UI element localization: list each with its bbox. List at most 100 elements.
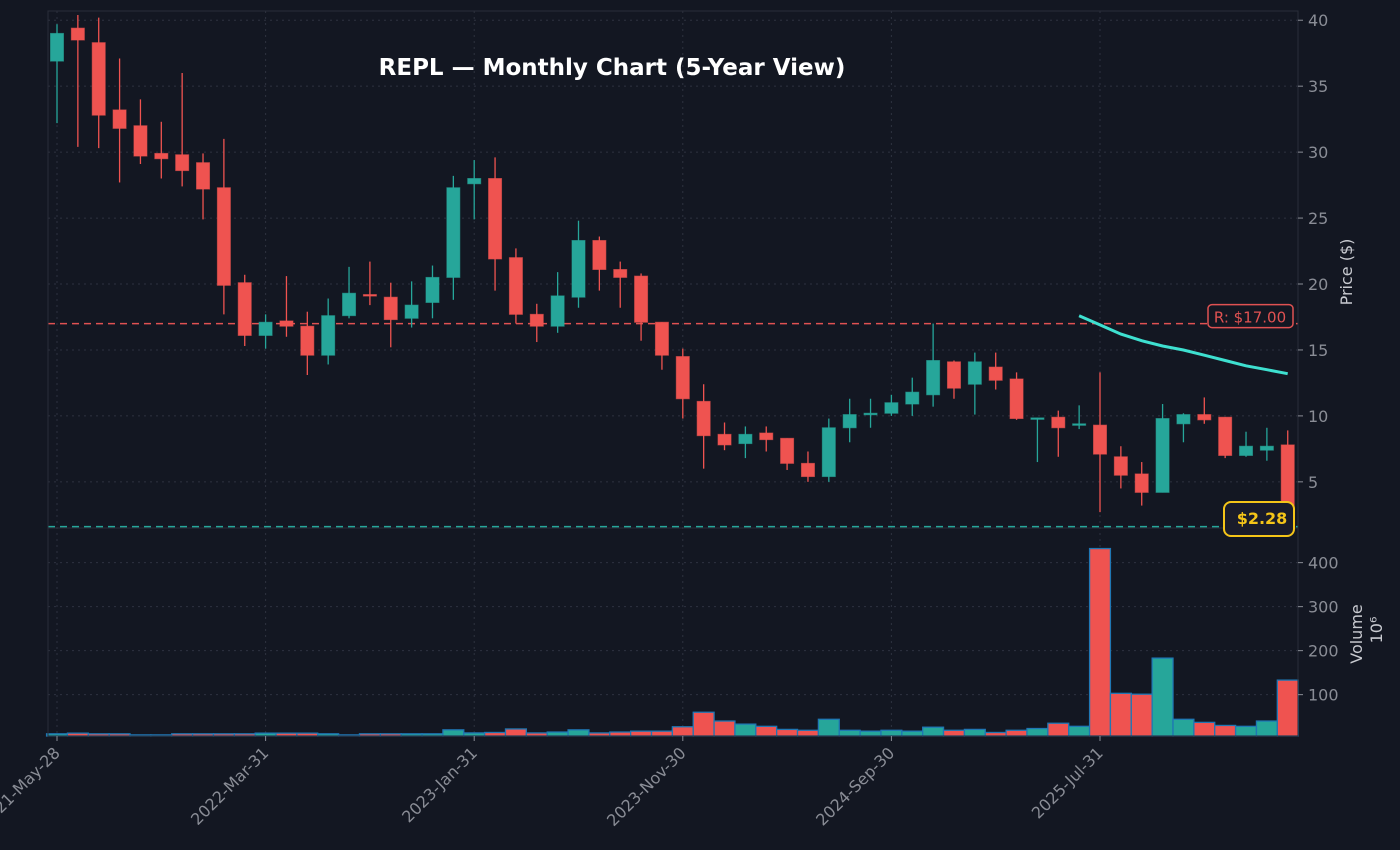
volume-bar xyxy=(1193,721,1216,737)
candle-body xyxy=(342,292,357,317)
candle-body xyxy=(1051,416,1066,429)
moving-average-line xyxy=(1078,314,1288,376)
price-tick-label: 30 xyxy=(1308,143,1328,162)
volume-bar xyxy=(838,729,861,737)
candle-body xyxy=(237,282,252,336)
volume-bar xyxy=(1276,679,1299,737)
price-tick-label: 35 xyxy=(1308,77,1328,96)
candles xyxy=(50,14,1295,519)
volume-bar xyxy=(901,730,924,737)
candle-body xyxy=(508,257,523,315)
candle-body xyxy=(1218,416,1233,456)
volume-bar xyxy=(504,728,527,737)
volume-bar xyxy=(567,729,590,737)
moving-average xyxy=(1078,314,1288,376)
candle-body xyxy=(50,32,64,62)
volume-bar xyxy=(942,729,966,737)
volume-bar xyxy=(755,725,778,737)
volume-bar xyxy=(442,729,465,737)
candle-body xyxy=(884,402,899,414)
price-tick-label: 25 xyxy=(1308,209,1328,228)
candle-body xyxy=(1176,414,1191,425)
candle-body xyxy=(279,320,294,327)
candle-body xyxy=(488,177,503,260)
volume-bar xyxy=(1214,724,1237,737)
volume-bar xyxy=(880,729,903,737)
candle-body xyxy=(70,27,85,41)
volume-bar xyxy=(1109,692,1132,737)
candle-body xyxy=(634,275,649,323)
candle-body xyxy=(842,414,857,429)
candle-body xyxy=(967,361,982,385)
volume-bar xyxy=(734,723,757,737)
candle-body xyxy=(1113,456,1128,476)
resistance-label: R: $17.00 xyxy=(1214,309,1286,327)
volume-bar xyxy=(1234,725,1258,737)
volume-tick-label: 100 xyxy=(1308,686,1339,705)
price-labels: R: $17.00 $2.28 xyxy=(1207,303,1295,537)
volume-bar xyxy=(1255,720,1278,737)
volume-bar xyxy=(922,726,945,737)
volume-bar xyxy=(546,731,569,737)
candle-body xyxy=(988,366,1003,381)
candle-body xyxy=(404,304,419,319)
candle-body xyxy=(821,427,836,478)
candle-body xyxy=(863,412,878,416)
volume-bar xyxy=(963,728,986,737)
volume-tick-label: 200 xyxy=(1308,642,1339,661)
volume-bar xyxy=(859,730,882,737)
candle-body xyxy=(362,294,377,297)
grid xyxy=(48,11,1298,736)
candle-body xyxy=(1093,424,1107,455)
candle-body xyxy=(675,356,690,400)
candle-body xyxy=(926,360,941,396)
price-tick-label: 5 xyxy=(1308,473,1318,492)
candle-body xyxy=(258,321,273,336)
volume-bar xyxy=(671,726,694,737)
volume-bar xyxy=(483,731,507,737)
candle-body xyxy=(905,391,920,405)
candle-body xyxy=(321,315,336,356)
volume-tick-label: 300 xyxy=(1308,598,1339,617)
volume-bar xyxy=(1068,725,1091,737)
volume-bar xyxy=(1130,693,1153,737)
volume-scale-label: 10⁶ xyxy=(1367,617,1386,644)
candle-body xyxy=(780,437,795,464)
candle-body xyxy=(529,313,544,327)
resistance-label-box xyxy=(1207,303,1294,329)
volume-bar xyxy=(1088,547,1112,737)
volume-bar xyxy=(650,730,674,737)
plot-frame xyxy=(47,10,1299,737)
last-price-label-box xyxy=(1223,501,1295,537)
candle-body xyxy=(1155,418,1170,493)
volume-bar xyxy=(1026,727,1049,737)
candle-body xyxy=(1030,417,1045,420)
candle-body xyxy=(1259,445,1274,451)
volume-bar xyxy=(1172,718,1195,737)
candle-body xyxy=(91,42,106,116)
candle-body xyxy=(738,433,753,445)
candle-body xyxy=(800,462,815,478)
candle-body xyxy=(613,269,628,278)
price-tick-label: 20 xyxy=(1308,275,1328,294)
price-tick-label: 15 xyxy=(1308,341,1328,360)
candle-body xyxy=(654,321,669,356)
price-axis-label: Price ($) xyxy=(1337,239,1356,306)
volume-axis-label: Volume xyxy=(1347,604,1366,664)
candle-body xyxy=(696,400,711,437)
candle-body xyxy=(571,239,586,298)
candle-body xyxy=(112,109,127,129)
candle-body xyxy=(1239,445,1254,456)
volume-bar xyxy=(713,720,736,737)
volume-bar xyxy=(796,729,820,737)
chart-title: REPL — Monthly Chart (5-Year View) xyxy=(379,55,846,81)
candle-body xyxy=(175,154,190,172)
candle-body xyxy=(425,276,440,303)
volume-bar xyxy=(1005,729,1028,737)
candle-body xyxy=(300,325,315,356)
candle-body xyxy=(1072,423,1087,426)
candle-body xyxy=(467,177,482,185)
candle-body xyxy=(717,433,732,446)
candle-body xyxy=(759,432,774,441)
